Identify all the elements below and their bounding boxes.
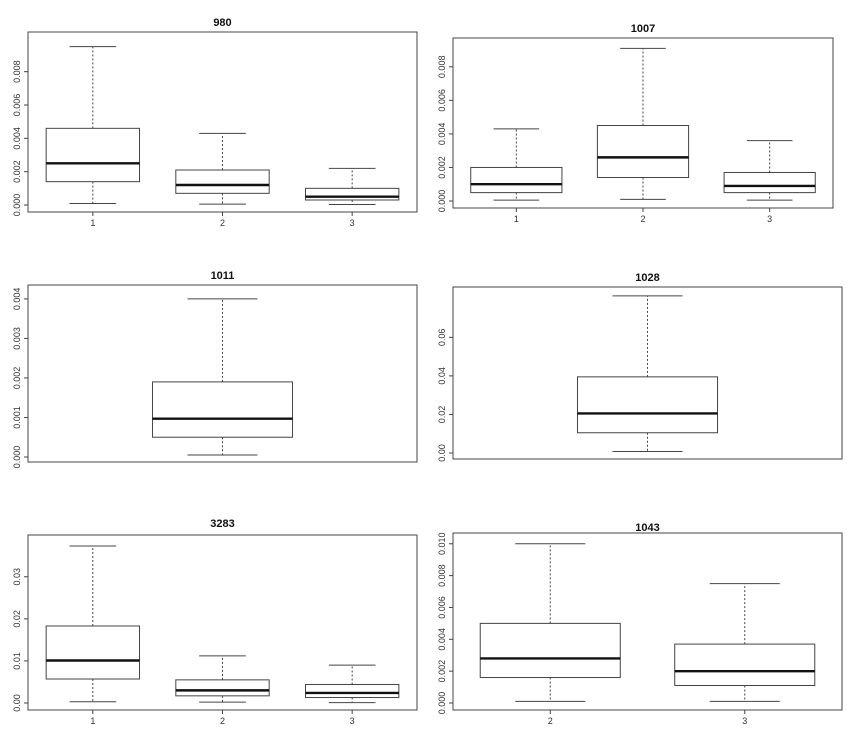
y-tick-label: 0.01	[12, 652, 22, 670]
y-tick-label: 0.000	[12, 446, 22, 469]
y-tick-label: 0.008	[437, 564, 447, 587]
iqr-box	[175, 169, 270, 194]
panel-title: 1043	[635, 522, 659, 534]
y-tick-label: 0.004	[12, 288, 22, 311]
y-tick-label: 0.006	[437, 596, 447, 619]
box-single	[151, 298, 294, 456]
x-tick-label: 3	[350, 716, 355, 726]
y-tick-label: 0.008	[437, 56, 447, 79]
plot-frame	[452, 286, 843, 460]
y-tick-label: 0.000	[437, 692, 447, 715]
x-tick-label: 3	[350, 218, 355, 228]
box-single	[576, 295, 719, 452]
box-2: 2	[175, 132, 270, 228]
y-tick-label: 0.02	[12, 610, 22, 628]
x-tick-label: 3	[767, 214, 772, 224]
panel-title: 1028	[635, 272, 659, 284]
boxplot-panel-5: 3283 0.00 0.01 0.02 0.03 1 2 3	[12, 518, 418, 726]
y-tick-label: 0.006	[12, 94, 22, 117]
panel-title: 980	[213, 17, 231, 29]
panel-title: 3283	[210, 518, 234, 530]
x-tick-label: 2	[640, 214, 645, 224]
y-tick-label: 0.008	[12, 60, 22, 83]
box-3: 3	[674, 583, 816, 726]
iqr-box	[674, 643, 816, 686]
x-tick-label: 1	[90, 218, 95, 228]
y-tick-label: 0.002	[12, 160, 22, 183]
boxplot-panel-4: 1028 0.00 0.02 0.04 0.06	[437, 272, 843, 462]
x-tick-label: 2	[220, 716, 225, 726]
box-1: 1	[45, 545, 141, 726]
y-tick-label: 0.06	[437, 329, 447, 347]
iqr-box	[175, 679, 270, 697]
box-1: 1	[470, 128, 563, 224]
y-tick-label: 0.001	[12, 406, 22, 429]
panel-title: 1007	[631, 23, 655, 35]
boxplot-panel-3: 1011 0.000 0.001 0.002 0.003 0.004	[12, 270, 418, 469]
iqr-box	[479, 622, 621, 679]
y-tick-label: 0.010	[437, 533, 447, 556]
plot-frame	[27, 284, 418, 463]
y-tick-label: 0.004	[437, 628, 447, 651]
iqr-box	[45, 625, 141, 680]
boxplot-panel-1: 980 0.000 0.002 0.004 0.006 0.008 1 2 3	[12, 17, 418, 228]
x-tick-label: 1	[90, 716, 95, 726]
panel-title: 1011	[211, 270, 235, 282]
box-3: 3	[304, 664, 400, 726]
iqr-box	[304, 683, 400, 699]
y-tick-label: 0.00	[12, 694, 22, 712]
box-3: 3	[723, 140, 816, 224]
iqr-box	[151, 381, 294, 438]
x-tick-label: 1	[514, 214, 519, 224]
boxplot-panel-2: 1007 0.000 0.002 0.004 0.006 0.008 1 2 3	[437, 23, 834, 224]
x-tick-label: 2	[220, 218, 225, 228]
box-2: 2	[479, 543, 621, 726]
y-tick-label: 0.04	[437, 367, 447, 385]
boxplot-panel-6: 1043 0.000 0.002 0.004 0.006 0.008 0.010 2 3	[437, 522, 843, 726]
y-tick-label: 0.006	[437, 89, 447, 112]
iqr-box	[45, 127, 141, 183]
box-3: 3	[304, 167, 400, 228]
y-tick-label: 0.004	[437, 123, 447, 146]
iqr-box	[723, 171, 816, 194]
y-tick-label: 0.000	[437, 190, 447, 213]
y-tick-label: 0.003	[12, 327, 22, 350]
y-tick-label: 0.002	[437, 660, 447, 683]
y-tick-label: 0.02	[437, 406, 447, 424]
x-tick-label: 2	[548, 716, 553, 726]
iqr-box	[576, 376, 719, 434]
box-2: 2	[175, 655, 270, 726]
y-tick-label: 0.004	[12, 127, 22, 150]
y-tick-label: 0.002	[12, 367, 22, 390]
box-2: 2	[596, 47, 690, 224]
x-tick-label: 3	[742, 716, 747, 726]
iqr-box	[596, 125, 690, 179]
y-tick-label: 0.00	[437, 444, 447, 462]
iqr-box	[470, 166, 563, 194]
y-tick-label: 0.000	[12, 194, 22, 217]
y-tick-label: 0.03	[12, 568, 22, 586]
y-tick-label: 0.002	[437, 156, 447, 179]
box-1: 1	[45, 46, 141, 228]
iqr-box	[304, 187, 400, 201]
plot-frame	[452, 532, 843, 711]
